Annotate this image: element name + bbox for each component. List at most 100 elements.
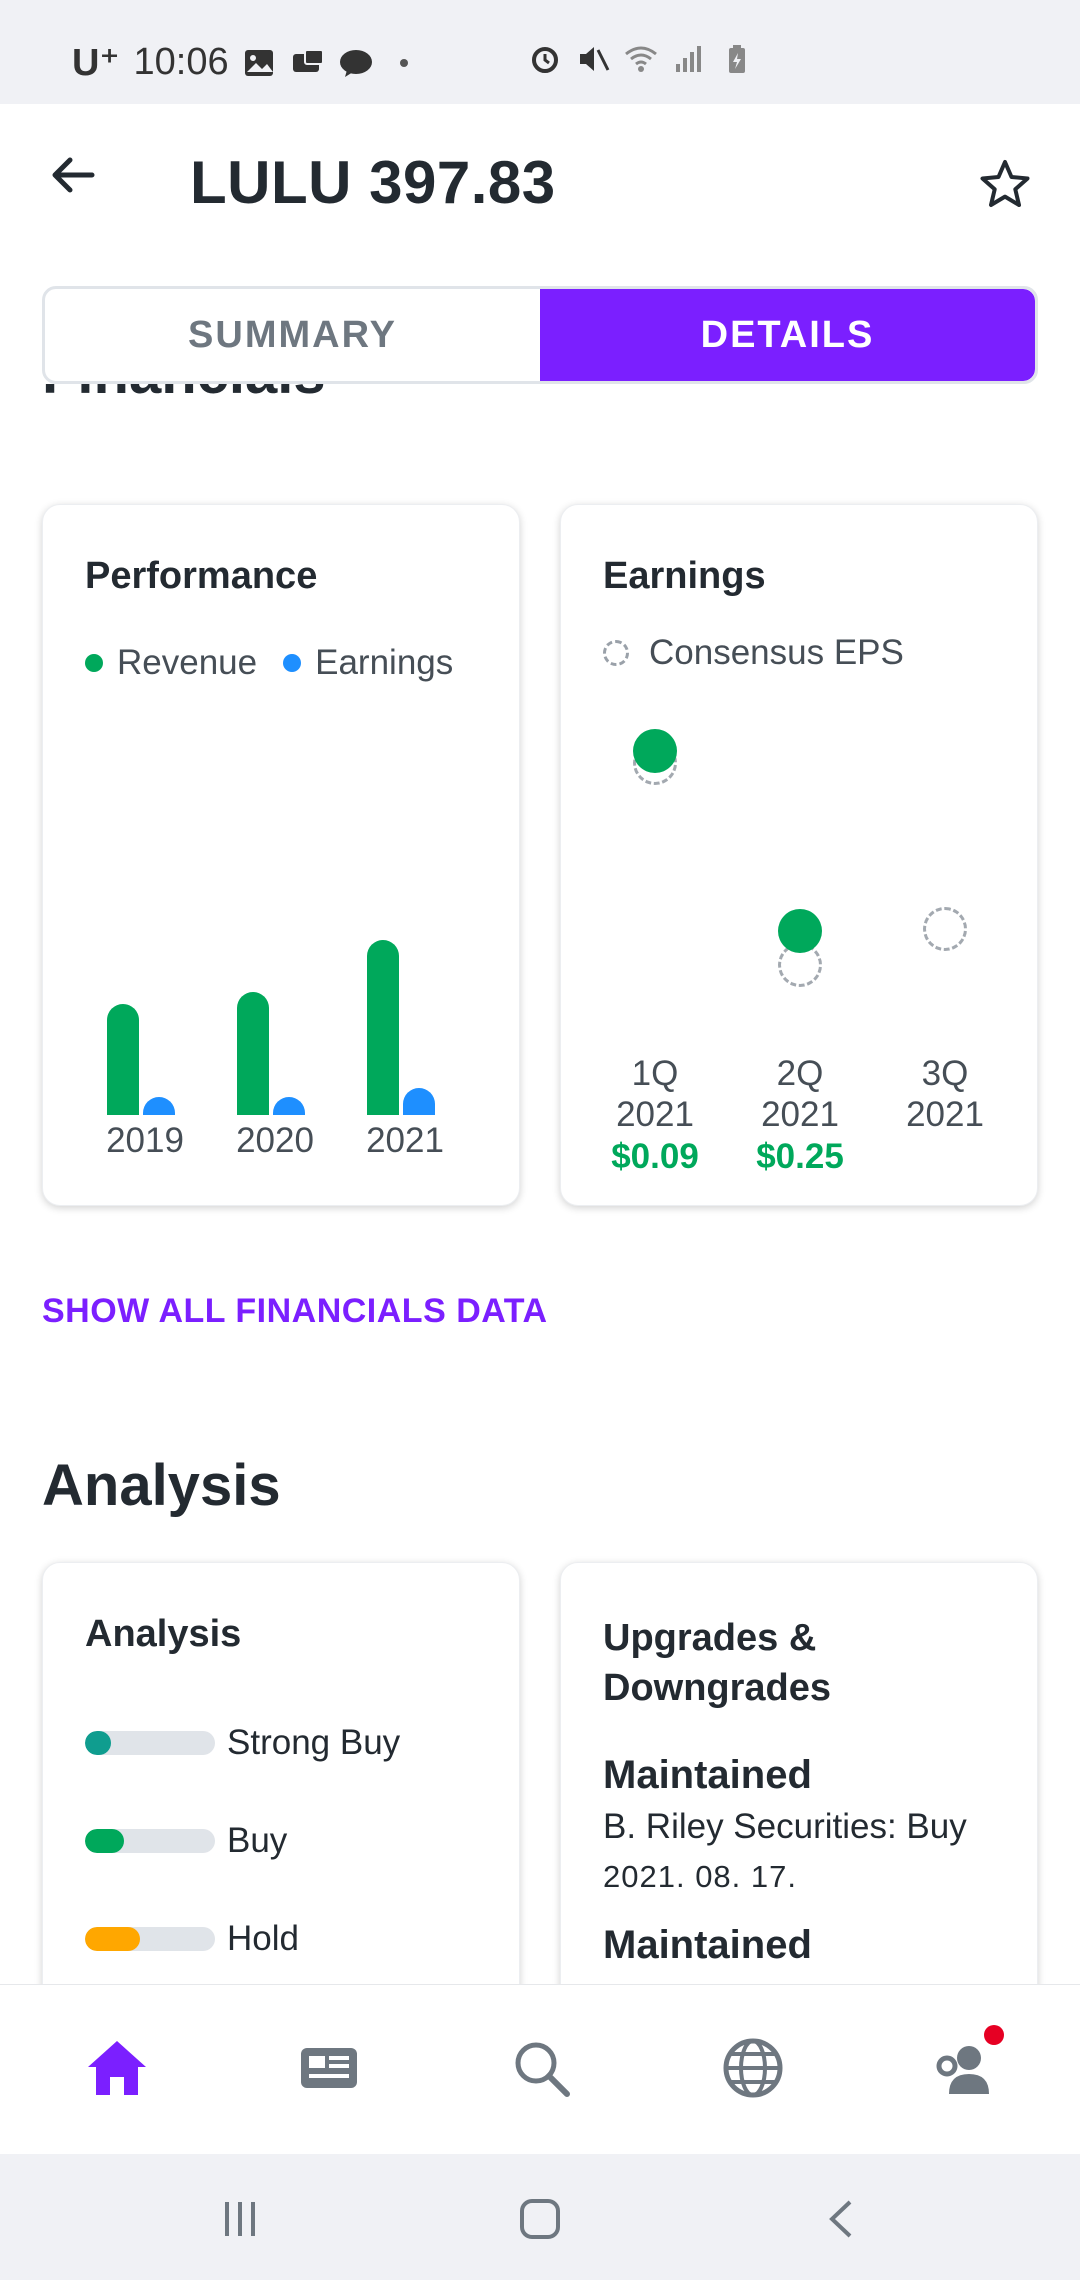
quarter-2q: 2Q — [776, 1054, 824, 1093]
upgrade-firm: B. Riley Securities: Buy — [603, 1807, 967, 1846]
legend-earnings: Earnings — [283, 643, 453, 683]
recent-apps-icon — [225, 2202, 255, 2236]
revenue-bar-2020 — [237, 991, 269, 1115]
back-button[interactable] — [38, 140, 108, 210]
back-chevron-icon — [829, 2200, 852, 2238]
favorite-button[interactable] — [970, 150, 1040, 220]
bottom-navigation — [0, 1984, 1080, 2154]
upgrades-downgrades-card[interactable]: Upgrades & Downgrades Maintained B. Rile… — [560, 1562, 1038, 1984]
upgrade-status: Maintained — [603, 1753, 812, 1797]
recent-apps-button[interactable] — [205, 2184, 275, 2254]
notification-badge — [984, 2025, 1004, 2045]
status-time: 10:06 — [133, 41, 229, 83]
rating-label: Hold — [227, 1919, 299, 1958]
rating-bar — [85, 1731, 215, 1755]
analysis-heading: Analysis — [42, 1453, 281, 1518]
x-tick-label-2020: 2020 — [236, 1121, 314, 1160]
tab-summary[interactable]: SUMMARY — [188, 313, 397, 356]
earnings-bar-2019 — [143, 1096, 175, 1115]
talk-icon — [339, 49, 372, 77]
rating-bar-fill — [85, 1829, 124, 1853]
eps-value-2q: $0.25 — [756, 1137, 844, 1176]
signal-icon — [676, 46, 701, 72]
profile-settings-icon — [936, 2046, 989, 2094]
nav-profile[interactable] — [920, 2023, 1010, 2113]
home-icon — [88, 2041, 146, 2095]
details-content[interactable]: Financials Performance Revenue Earnings … — [0, 384, 1080, 1984]
eps-consensus-3q — [923, 907, 967, 951]
page-title: LULU 397.83 — [190, 149, 556, 216]
analysis-card-title: Analysis — [85, 1613, 242, 1655]
legend-revenue-label: Revenue — [117, 643, 258, 682]
rating-bar — [85, 1927, 215, 1951]
rating-strong-buy: Strong Buy — [85, 1723, 400, 1763]
revenue-bar-2021 — [367, 940, 399, 1115]
search-icon — [515, 2042, 570, 2097]
year-3q: 2021 — [906, 1095, 984, 1134]
earnings-title: Earnings — [603, 555, 766, 597]
star-outline-icon — [980, 160, 1030, 207]
legend-consensus-label: Consensus EPS — [649, 633, 904, 672]
tab-details[interactable]: DETAILS — [540, 289, 1035, 381]
detail-tabs: SUMMARY DETAILS — [42, 286, 1038, 384]
upgrade-date: 2021. 08. 17. — [603, 1859, 797, 1894]
upgrade-status: Maintained — [603, 1923, 812, 1967]
quarter-1q: 1Q — [631, 1054, 679, 1093]
analysis-card[interactable]: Analysis Strong Buy Buy Hold — [42, 1562, 520, 1984]
upgrades-downgrades-title: Upgrades & Downgrades — [603, 1617, 832, 1709]
year-1q: 2021 — [616, 1095, 694, 1134]
rating-bar-fill — [85, 1731, 111, 1755]
performance-title: Performance — [85, 555, 318, 597]
revenue-dot-icon — [85, 654, 103, 672]
rating-buy: Buy — [85, 1821, 287, 1861]
quarter-label-1q: 1Q 2021 — [595, 1053, 715, 1135]
carrier-label: U⁺ — [72, 42, 120, 84]
eps-actual-1q — [633, 729, 677, 773]
rating-bar-fill — [85, 1927, 140, 1951]
earnings-card[interactable]: Earnings Consensus EPS 1Q 2021 $0.09 2Q … — [560, 504, 1038, 1206]
show-all-financials-link[interactable]: SHOW ALL FINANCIALS DATA — [42, 1292, 548, 1330]
app-header: LULU 397.83 — [0, 104, 1080, 274]
rating-label: Strong Buy — [227, 1723, 401, 1762]
legend-revenue: Revenue — [85, 643, 257, 683]
nav-markets[interactable] — [708, 2023, 798, 2113]
gallery-icon — [244, 49, 273, 76]
earnings-legend: Consensus EPS — [603, 633, 930, 673]
rating-hold: Hold — [85, 1919, 299, 1959]
status-bar: U⁺ 10:06 — [0, 0, 1080, 104]
home-square-icon — [520, 2199, 560, 2239]
year-2q: 2021 — [761, 1095, 839, 1134]
legend-consensus: Consensus EPS — [603, 633, 904, 673]
quarter-label-2q: 2Q 2021 — [740, 1053, 860, 1135]
battery-icon — [729, 45, 745, 73]
performance-legend: Revenue Earnings — [85, 643, 479, 683]
mute-icon — [580, 47, 610, 71]
x-tick-label-2021: 2021 — [366, 1121, 444, 1160]
system-navigation-bar — [0, 2154, 1080, 2280]
performance-card[interactable]: Performance Revenue Earnings 2019 2020 202… — [42, 504, 520, 1206]
quarter-3q: 3Q — [921, 1054, 969, 1093]
rating-label: Buy — [227, 1821, 288, 1860]
earnings-bar-2020 — [273, 1097, 305, 1115]
eps-value-1q: $0.09 — [611, 1137, 699, 1176]
nav-search[interactable] — [496, 2023, 586, 2113]
back-system-button[interactable] — [808, 2184, 878, 2254]
earnings-bar-2021 — [403, 1087, 435, 1115]
financials-heading: Financials — [42, 384, 326, 407]
home-system-button[interactable] — [505, 2184, 575, 2254]
revenue-bar-2019 — [107, 1003, 139, 1115]
legend-earnings-label: Earnings — [315, 643, 454, 682]
nav-home[interactable] — [72, 2023, 162, 2113]
x-tick-label-2019: 2019 — [106, 1121, 184, 1160]
globe-icon — [723, 2038, 783, 2098]
alarm-icon — [532, 47, 558, 73]
nav-news[interactable] — [284, 2023, 374, 2113]
more-dot-icon — [399, 58, 408, 67]
consensus-dashed-circle-icon — [603, 640, 629, 666]
message-icon — [292, 48, 324, 72]
arrow-left-icon — [52, 157, 95, 193]
wifi-icon — [625, 46, 657, 72]
eps-actual-2q — [778, 909, 822, 953]
earnings-dot-icon — [283, 654, 302, 672]
news-icon — [301, 2048, 357, 2088]
